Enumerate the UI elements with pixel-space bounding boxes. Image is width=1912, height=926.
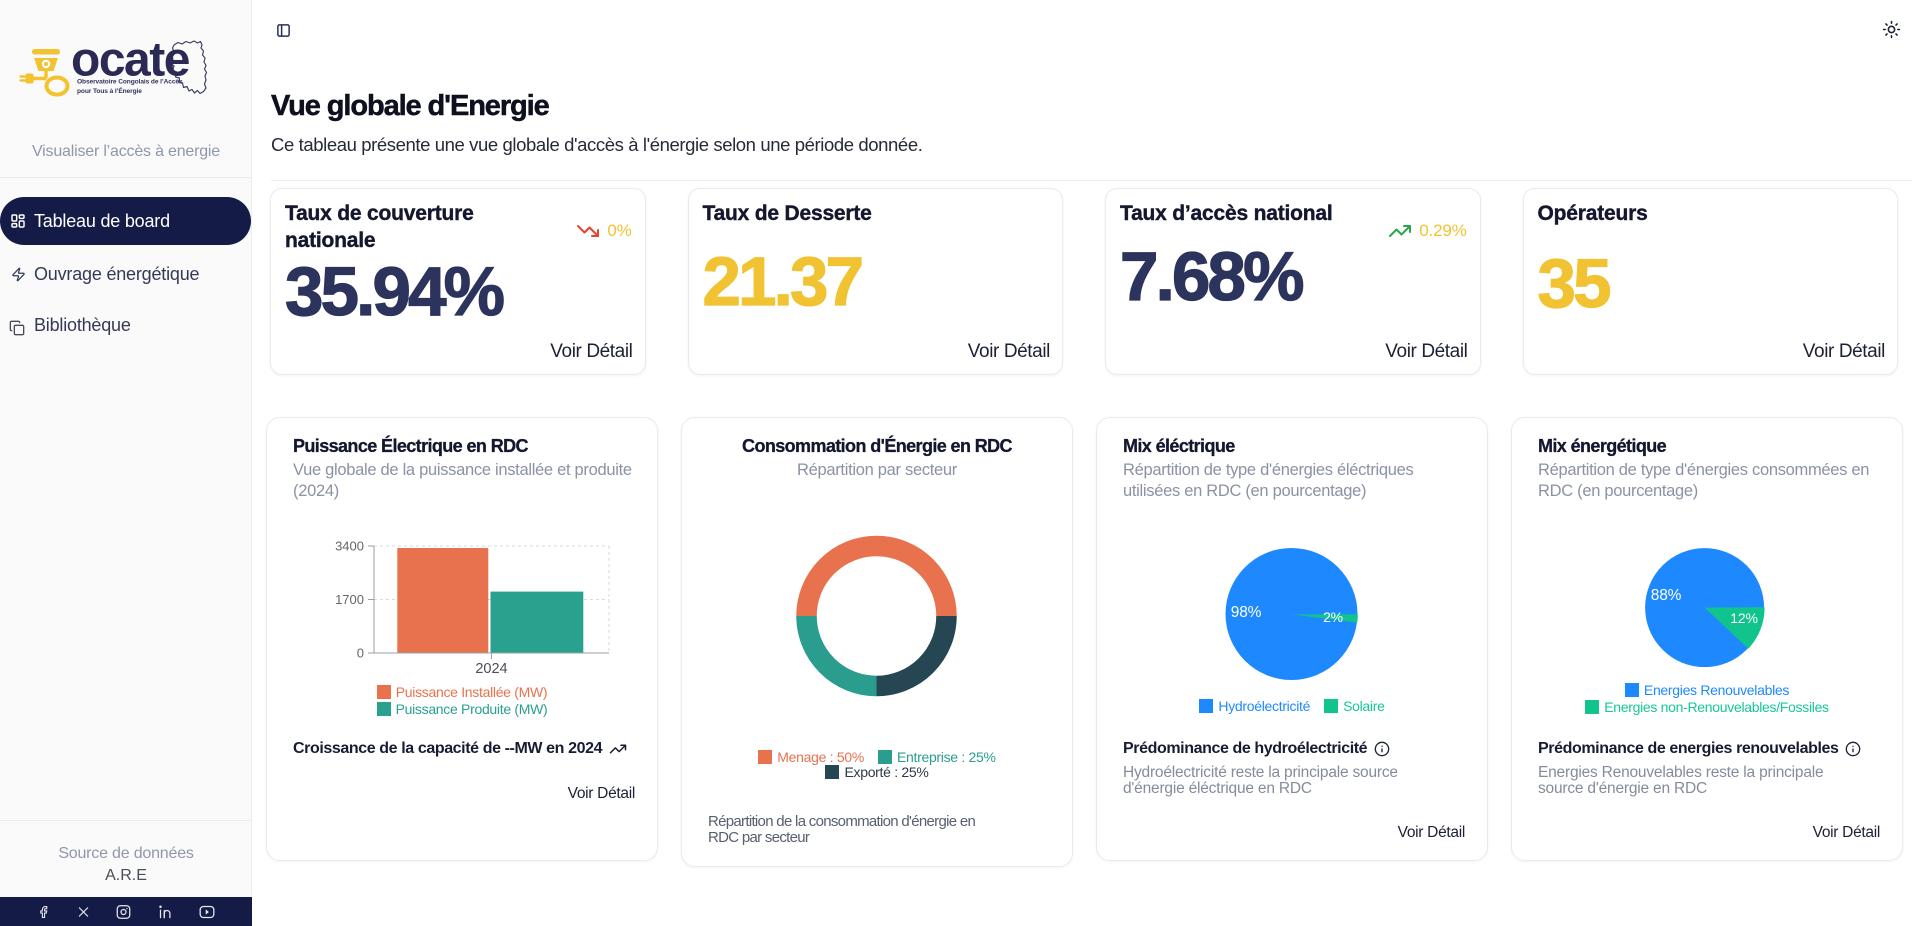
svg-text:ocate: ocate: [71, 36, 190, 87]
svg-text:1700: 1700: [335, 592, 364, 607]
svg-text:3400: 3400: [335, 539, 364, 554]
svg-text:pour Tous à l’Énergie: pour Tous à l’Énergie: [77, 86, 142, 95]
svg-text:Observatoire Congolais de l’Ac: Observatoire Congolais de l’Accès: [77, 79, 183, 86]
svg-text:0: 0: [357, 646, 364, 661]
svg-text:2024: 2024: [475, 661, 507, 677]
